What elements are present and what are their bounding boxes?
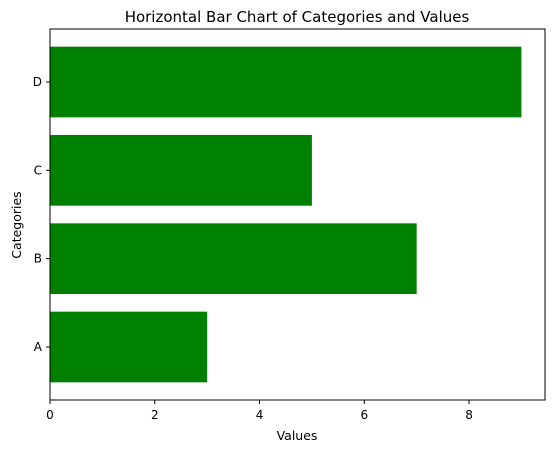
- y-tick-label: B: [34, 252, 42, 266]
- y-tick-label: C: [34, 163, 42, 177]
- bar-d: [50, 47, 521, 118]
- y-tick-label: D: [33, 75, 42, 89]
- bar-c: [50, 135, 312, 206]
- x-tick-label: 8: [465, 408, 473, 422]
- chart-title: Horizontal Bar Chart of Categories and V…: [125, 8, 470, 26]
- x-tick-label: 2: [151, 408, 159, 422]
- bar-b: [50, 223, 417, 294]
- y-tick-label: A: [34, 340, 43, 354]
- plot-area: 0 2 4 6 8 A B C D: [33, 29, 545, 422]
- x-tick-label: 4: [256, 408, 264, 422]
- bar-a: [50, 312, 207, 383]
- x-tick-label: 6: [360, 408, 368, 422]
- y-axis-label: Categories: [9, 191, 24, 258]
- x-axis-label: Values: [277, 428, 318, 443]
- x-tick-label: 0: [46, 408, 54, 422]
